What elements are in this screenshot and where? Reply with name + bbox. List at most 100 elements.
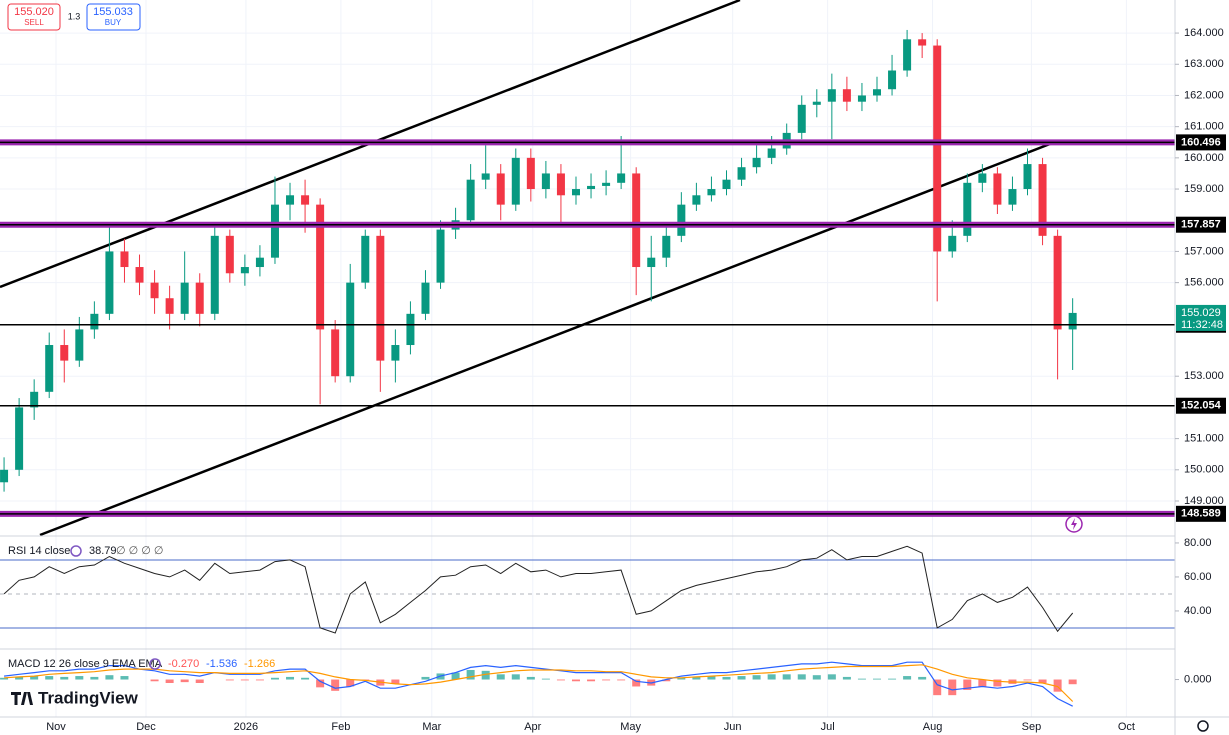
settings-icon[interactable]: [70, 545, 82, 557]
macd-histogram: [948, 679, 957, 696]
candle-body: [1008, 189, 1017, 205]
macd-histogram: [827, 674, 836, 680]
macd-histogram: [888, 678, 897, 680]
macd-histogram: [316, 679, 325, 688]
y-tick-label: 156.000: [1184, 277, 1224, 289]
macd-histogram: [872, 678, 881, 680]
y-tick-label: 150.000: [1184, 464, 1224, 476]
rsi-title: RSI 14 close: [8, 545, 70, 557]
y-tick-label: 159.000: [1184, 183, 1224, 195]
macd-histogram: [842, 676, 851, 680]
candle-body: [180, 282, 189, 314]
sell-button[interactable]: [7, 3, 61, 31]
candle-body: [361, 235, 370, 283]
level-label: 148.589: [1181, 508, 1221, 520]
macd-histogram: [632, 679, 641, 687]
level-tag: [1176, 216, 1226, 233]
candle-body: [466, 179, 475, 221]
macd-histogram: [903, 676, 912, 680]
candle-body: [963, 182, 972, 236]
macd-histogram: [737, 676, 746, 680]
brand-logo: [11, 692, 33, 705]
buy-button[interactable]: [86, 3, 141, 31]
last-price-tag: [1176, 304, 1226, 331]
x-tick-label: Sep: [1022, 721, 1042, 733]
macd-histogram: [541, 678, 550, 680]
macd-histogram: [918, 676, 927, 680]
x-tick-label: Apr: [524, 721, 541, 733]
price-axis: 164.000 163.000 162.000 161.000 160.000 159.0…: [1175, 27, 1226, 685]
settings-button[interactable]: [1197, 720, 1209, 732]
candle-body: [948, 235, 957, 252]
candle-body: [150, 282, 159, 299]
candle-body: [316, 204, 325, 330]
candle-body: [842, 89, 851, 102]
rsi-header: RSI 14 close 38.79 ∅ ∅ ∅ ∅: [8, 545, 164, 557]
candle-body: [240, 267, 249, 274]
level-label: 152.054: [1181, 400, 1222, 412]
candle-body: [1023, 164, 1032, 190]
x-tick-label: Jul: [821, 721, 835, 733]
candle-body: [120, 251, 129, 268]
macd-histogram: [90, 676, 99, 680]
event-icon-glyph: [1071, 518, 1077, 530]
macd-histogram: [240, 679, 249, 681]
settings-icon[interactable]: [149, 658, 161, 670]
macd-histogram: [782, 674, 791, 680]
macd-histogram: [722, 676, 731, 680]
candle-body: [571, 189, 580, 196]
macd-histogram: [45, 676, 54, 680]
x-tick-label: 2026: [234, 721, 258, 733]
candle-body: [797, 104, 806, 133]
macd-histogram: [30, 676, 39, 680]
candle-body: [1068, 312, 1077, 330]
macd-title: MACD 12 26 close 9 EMA EMA: [8, 658, 163, 670]
macd-histogram: [556, 679, 565, 681]
candle-body: [436, 229, 445, 283]
macd-histogram: [180, 679, 189, 683]
candle-body: [45, 345, 54, 392]
candle-body: [1053, 235, 1062, 330]
y-tick-label: 164.000: [1184, 27, 1224, 39]
candle-body: [767, 148, 776, 158]
candle-body: [421, 282, 430, 314]
rsi-readout: ∅ ∅ ∅ ∅: [116, 545, 164, 557]
macd-histogram: [165, 679, 174, 683]
macd-histogram: [15, 676, 24, 680]
candle-body: [827, 89, 836, 102]
x-tick-label: Nov: [46, 721, 66, 733]
level-label: 157.857: [1181, 219, 1221, 231]
candle-body: [556, 173, 565, 196]
candle-body: [526, 157, 535, 190]
macd-histogram: [496, 674, 505, 680]
candle-body: [270, 204, 279, 258]
candle-body: [346, 282, 355, 377]
level-tag: [1176, 397, 1226, 414]
candle-body: [210, 235, 219, 314]
candle-body: [888, 70, 897, 90]
macd-histogram: [105, 675, 114, 680]
macd-histogram: [60, 676, 69, 680]
y-tick-label: 161.000: [1184, 121, 1224, 133]
y-tick-label: 149.000: [1184, 495, 1224, 507]
candle-body: [587, 185, 596, 190]
candle-body: [617, 173, 626, 183]
macd-histogram: [767, 674, 776, 680]
y-tick-label: 153.000: [1184, 370, 1224, 382]
last-price-label: 155.029: [1181, 307, 1221, 319]
macd-histogram: [602, 679, 611, 681]
trade-widget[interactable]: 155.020 SELL 1.3 155.033 BUY: [7, 3, 141, 31]
trend-line: [39, 140, 1056, 537]
macd-histogram: [812, 675, 821, 680]
macd-histogram: [481, 670, 490, 680]
candle-body: [165, 298, 174, 314]
y-tick-label: 60.00: [1184, 571, 1212, 583]
x-tick-label: Oct: [1118, 721, 1135, 733]
macd-histogram: [346, 679, 355, 687]
macd-histogram: [451, 672, 460, 680]
y-tick-label: 162.000: [1184, 89, 1224, 101]
rsi-readout: 38.79: [89, 545, 117, 557]
macd-line: [4, 661, 1073, 707]
y-tick-label: 0.000: [1184, 673, 1212, 685]
